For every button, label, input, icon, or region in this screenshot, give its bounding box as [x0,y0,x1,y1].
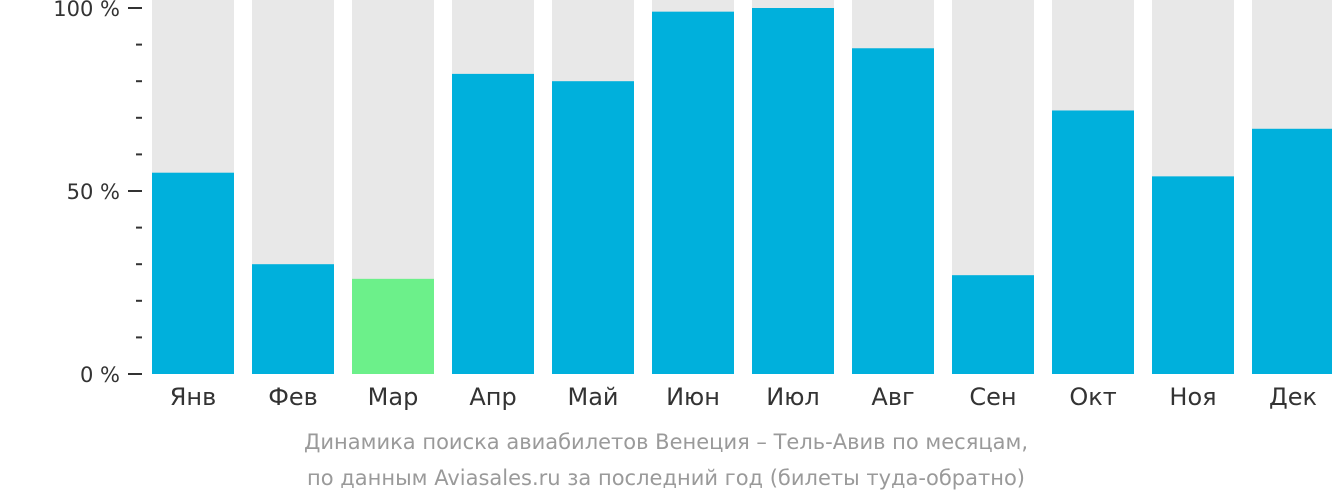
x-tick-label: Июн [666,383,720,411]
y-axis: 0 % 50 % 100 % [53,0,142,387]
x-tick-label: Май [567,383,618,411]
y-tick-label: 100 % [53,0,120,21]
bar [252,264,334,374]
x-axis: Янв Фев Мар Апр Май Июн Июл Авг Сен Окт Ноя Дек [170,383,1317,411]
caption-line-1: Динамика поиска авиабилетов Венеция – Те… [303,430,1029,454]
x-tick-label: Янв [170,383,217,411]
x-tick-label: Мар [368,383,419,411]
x-tick-label: Апр [469,383,516,411]
x-tick-label: Фев [268,383,318,411]
x-tick-label: Ноя [1169,383,1216,411]
x-tick-label: Авг [871,383,914,411]
x-tick-label: Дек [1269,383,1317,411]
bar [1052,110,1134,374]
caption-line-2: по данным Aviasales.ru за последний год … [307,466,1025,490]
bar [552,81,634,374]
y-tick-label: 50 % [67,180,120,204]
bar [952,275,1034,374]
bar [852,48,934,374]
bar [452,73,534,374]
x-tick-label: Сен [969,383,1016,411]
bar [152,172,234,374]
bar [652,11,734,374]
bar [1152,176,1234,374]
x-tick-label: Окт [1069,383,1116,411]
bars [152,8,1332,374]
bar [352,278,434,374]
y-tick-label: 0 % [80,363,120,387]
bar [1252,128,1332,374]
bar [752,8,834,374]
x-tick-label: Июл [766,383,820,411]
